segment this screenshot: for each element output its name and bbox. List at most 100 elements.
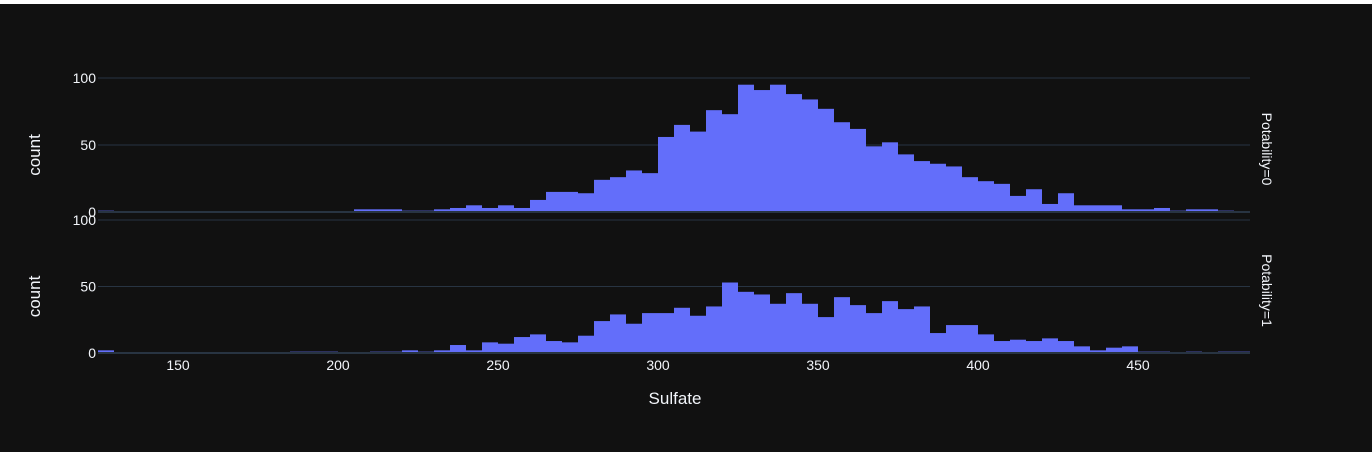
histogram-bar[interactable] — [386, 209, 402, 212]
histogram-bar[interactable] — [610, 177, 626, 212]
histogram-bar[interactable] — [642, 313, 658, 353]
histogram-bar[interactable] — [530, 199, 546, 212]
histogram-bar[interactable] — [1026, 341, 1042, 353]
histogram-bar[interactable] — [1042, 203, 1058, 212]
histogram-bar[interactable] — [1074, 205, 1090, 212]
histogram-bar[interactable] — [930, 163, 946, 212]
facet-label: Potability=1 — [1259, 254, 1275, 327]
histogram-bar[interactable] — [818, 108, 834, 212]
histogram-bar[interactable] — [850, 305, 866, 353]
histogram-bar[interactable] — [546, 191, 562, 212]
histogram-bar[interactable] — [978, 181, 994, 212]
histogram-bar[interactable] — [914, 306, 930, 353]
histogram-bar[interactable] — [626, 323, 642, 353]
histogram-bar[interactable] — [882, 142, 898, 212]
y-axis-title: count — [25, 134, 44, 176]
histogram-bar[interactable] — [770, 303, 786, 353]
histogram-bar[interactable] — [738, 84, 754, 212]
histogram-bar[interactable] — [642, 173, 658, 212]
histogram-bar[interactable] — [754, 90, 770, 212]
histogram-bar[interactable] — [898, 154, 914, 212]
histogram-bar[interactable] — [834, 297, 850, 353]
histogram-bar[interactable] — [594, 321, 610, 353]
histogram-bar[interactable] — [1122, 346, 1138, 353]
histogram-bar[interactable] — [530, 334, 546, 353]
histogram-bar[interactable] — [978, 334, 994, 353]
histogram-bar[interactable] — [546, 341, 562, 353]
histogram-bar[interactable] — [946, 325, 962, 353]
histogram-bar[interactable] — [690, 131, 706, 212]
histogram-bar[interactable] — [706, 306, 722, 353]
histogram-bar[interactable] — [482, 207, 498, 212]
histogram-bar[interactable] — [994, 341, 1010, 353]
histogram-bar[interactable] — [370, 209, 386, 212]
histogram-bar[interactable] — [770, 84, 786, 212]
histogram-bar[interactable] — [1138, 209, 1154, 212]
histogram-bar[interactable] — [722, 282, 738, 353]
histogram-bar[interactable] — [1090, 205, 1106, 212]
histogram-bar[interactable] — [674, 124, 690, 212]
histogram-bar[interactable] — [1122, 209, 1138, 212]
histogram-bar[interactable] — [722, 114, 738, 212]
histogram-bar[interactable] — [626, 170, 642, 212]
histogram-bar[interactable] — [1074, 346, 1090, 353]
histogram-bar[interactable] — [1154, 207, 1170, 212]
histogram-bar[interactable] — [498, 205, 514, 212]
histogram-bar[interactable] — [866, 313, 882, 353]
histogram-bar[interactable] — [1042, 338, 1058, 353]
histogram-bar[interactable] — [562, 191, 578, 212]
histogram-bar[interactable] — [658, 136, 674, 212]
histogram-bar[interactable] — [1010, 339, 1026, 353]
histogram-bar[interactable] — [946, 166, 962, 212]
histogram-bar[interactable] — [466, 205, 482, 212]
histogram-bar[interactable] — [450, 207, 466, 212]
histogram-bar[interactable] — [1202, 209, 1218, 212]
histogram-bar[interactable] — [914, 161, 930, 212]
histogram-bar[interactable] — [354, 209, 370, 212]
histogram-bar[interactable] — [706, 110, 722, 212]
histogram-bar[interactable] — [1010, 195, 1026, 212]
histogram-bar[interactable] — [962, 177, 978, 212]
histogram-bar[interactable] — [98, 350, 114, 353]
histogram-bar[interactable] — [450, 345, 466, 353]
histogram-bar[interactable] — [834, 122, 850, 212]
histogram-bar[interactable] — [994, 183, 1010, 212]
histogram-bar[interactable] — [498, 343, 514, 353]
histogram-bar[interactable] — [738, 291, 754, 353]
histogram-bar[interactable] — [610, 314, 626, 353]
histogram-bar[interactable] — [466, 350, 482, 353]
histogram-bar[interactable] — [434, 209, 450, 212]
histogram-bar[interactable] — [1106, 205, 1122, 212]
histogram-bar[interactable] — [562, 342, 578, 353]
histogram-bar[interactable] — [578, 335, 594, 353]
histogram-bar[interactable] — [514, 337, 530, 353]
histogram-bar[interactable] — [690, 315, 706, 353]
histogram-bar[interactable] — [866, 146, 882, 212]
histogram-bar[interactable] — [594, 179, 610, 212]
histogram-bar[interactable] — [962, 325, 978, 353]
histogram-bar[interactable] — [1106, 347, 1122, 353]
histogram-bar[interactable] — [1058, 341, 1074, 353]
histogram-bar[interactable] — [850, 128, 866, 212]
histogram-bar[interactable] — [1186, 209, 1202, 212]
histogram-bar[interactable] — [882, 301, 898, 353]
y-tick-label: 100 — [73, 212, 97, 228]
histogram-bar[interactable] — [1058, 193, 1074, 212]
histogram-bar[interactable] — [402, 350, 418, 353]
histogram-bar[interactable] — [1090, 350, 1106, 353]
histogram-bar[interactable] — [786, 293, 802, 353]
histogram-bar[interactable] — [578, 193, 594, 212]
histogram-bar[interactable] — [658, 313, 674, 353]
histogram-bar[interactable] — [674, 307, 690, 353]
histogram-bar[interactable] — [434, 350, 450, 353]
histogram-bar[interactable] — [1026, 189, 1042, 212]
histogram-bar[interactable] — [802, 99, 818, 212]
histogram-bar[interactable] — [754, 294, 770, 353]
histogram-bar[interactable] — [514, 207, 530, 212]
histogram-bar[interactable] — [802, 303, 818, 353]
histogram-bar[interactable] — [818, 317, 834, 353]
histogram-bar[interactable] — [482, 342, 498, 353]
histogram-bar[interactable] — [898, 309, 914, 353]
histogram-bar[interactable] — [930, 333, 946, 353]
histogram-bar[interactable] — [786, 94, 802, 212]
